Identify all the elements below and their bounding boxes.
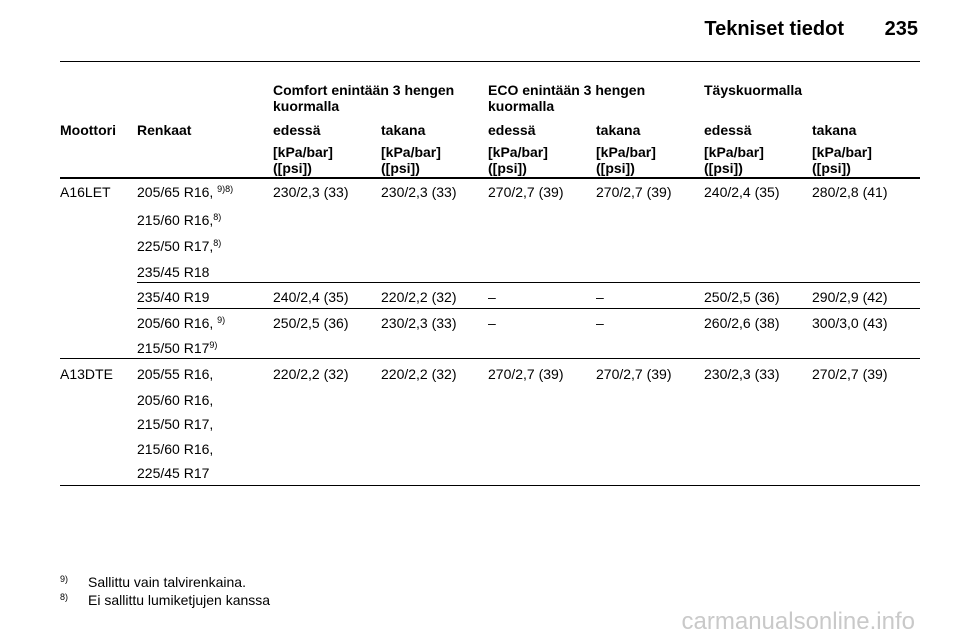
unit-label: [kPa/bar] ([psi]) (381, 144, 441, 176)
tyre-size: 205/65 R16, (137, 184, 218, 200)
tyre-size: 205/60 R16, (137, 392, 214, 408)
row-divider (60, 358, 920, 359)
pressure-cell: 280/2,8 (41) (812, 184, 888, 200)
footnote-ref: 9) (209, 340, 218, 350)
tyre-size: 215/60 R16, (137, 441, 214, 457)
row-divider (137, 308, 920, 309)
col-label-rear: takana (596, 122, 641, 138)
footnote-ref: 9) (217, 315, 226, 325)
unit-label: [kPa/bar] ([psi]) (596, 144, 656, 176)
pressure-cell: 230/2,3 (33) (381, 315, 457, 331)
unit-label: [kPa/bar] ([psi]) (488, 144, 548, 176)
tyre-entry: 205/65 R16, 9)8) (137, 184, 233, 200)
pressure-cell: 270/2,7 (39) (596, 366, 672, 382)
pressure-cell: – (488, 289, 496, 305)
watermark: carmanualsonline.info (681, 608, 915, 635)
tyre-entry: 225/50 R17,8) (137, 238, 221, 254)
col-label-front: edessä (704, 122, 752, 138)
row-divider (137, 282, 920, 283)
col-label-engine: Moottori (60, 122, 116, 138)
footnote-text: Ei sallittu lumiketjujen kanssa (88, 592, 271, 608)
pressure-cell: – (596, 315, 604, 331)
col-label-rear: takana (812, 122, 857, 138)
engine-cell: A16LET (60, 184, 111, 200)
tyre-entry: 205/60 R16, (137, 392, 213, 408)
group-header-comfort-text: Comfort enintään 3 hengen kuormalla (273, 82, 455, 114)
col-label-rear: takana (381, 122, 426, 138)
table-bottom-rule (60, 485, 920, 486)
pressure-cell: 270/2,7 (39) (488, 184, 564, 200)
tyre-size: 215/60 R16, (137, 212, 214, 228)
tyre-entry: 235/40 R19 (137, 289, 209, 305)
pressure-cell: 270/2,7 (39) (596, 184, 672, 200)
col-label-front: edessä (488, 122, 536, 138)
unit-label: [kPa/bar] ([psi]) (704, 144, 764, 176)
pressure-cell: 220/2,2 (32) (381, 289, 457, 305)
pressure-cell: 220/2,2 (32) (273, 366, 349, 382)
footnote: 9) Sallittu vain talvirenkaina. (60, 571, 246, 590)
pressure-cell: 240/2,4 (35) (273, 289, 349, 305)
group-header-comfort: Comfort enintään 3 hengen kuormalla (273, 82, 478, 114)
pressure-cell: 220/2,2 (32) (381, 366, 457, 382)
pressure-cell: 260/2,6 (38) (704, 315, 780, 331)
page-title: Tekniset tiedot (704, 18, 844, 40)
tyre-entry: 205/60 R16, 9) (137, 315, 225, 331)
pressure-cell: – (596, 289, 604, 305)
tyre-entry: 215/60 R16, (137, 441, 213, 457)
tyre-size: 235/40 R19 (137, 289, 210, 305)
pressure-cell: 230/2,3 (33) (273, 184, 349, 200)
unit-label: [kPa/bar] ([psi]) (812, 144, 872, 176)
pressure-cell: 290/2,9 (42) (812, 289, 888, 305)
tyre-entry: 215/60 R16,8) (137, 212, 221, 228)
tyre-size: 235/45 R18 (137, 264, 210, 280)
pressure-cell: 230/2,3 (33) (381, 184, 457, 200)
tyre-entry: 215/50 R17, (137, 416, 213, 432)
pressure-cell: 270/2,7 (39) (812, 366, 888, 382)
group-header-eco: ECO enintään 3 hengen kuormalla (488, 82, 678, 114)
tyre-size: 225/45 R17 (137, 465, 210, 481)
footnote-text: Sallittu vain talvirenkaina. (88, 574, 246, 590)
col-label-tyres: Renkaat (137, 122, 192, 138)
tyre-size: 205/55 R16, (137, 366, 214, 382)
tyre-entry: 225/45 R17 (137, 465, 209, 481)
col-label-front: edessä (273, 122, 321, 138)
pressure-cell: 250/2,5 (36) (704, 289, 780, 305)
tyre-size: 205/60 R16, (137, 315, 218, 331)
footnote-ref: 9)8) (217, 184, 234, 194)
engine-cell: A13DTE (60, 366, 113, 382)
group-header-eco-text: ECO enintään 3 hengen kuormalla (488, 82, 646, 114)
page-number: 235 (884, 18, 918, 40)
unit-label: [kPa/bar] ([psi]) (273, 144, 333, 176)
pressure-cell: 300/3,0 (43) (812, 315, 888, 331)
tyre-entry: 215/50 R179) (137, 340, 217, 356)
pressure-cell: – (488, 315, 496, 331)
tyre-size: 215/50 R17 (137, 340, 210, 356)
top-rule (60, 61, 920, 62)
tyre-size: 215/50 R17, (137, 416, 214, 432)
footnote: 8) Ei sallittu lumiketjujen kanssa (60, 589, 270, 608)
footnote-number: 8) (60, 592, 69, 602)
footnote-ref: 8) (213, 238, 222, 248)
footnote-ref: 8) (213, 212, 222, 222)
tyre-entry: 205/55 R16, (137, 366, 213, 382)
tyre-size: 225/50 R17, (137, 238, 214, 254)
pressure-cell: 240/2,4 (35) (704, 184, 780, 200)
header-rule (60, 177, 920, 179)
pressure-cell: 230/2,3 (33) (704, 366, 780, 382)
pressure-cell: 250/2,5 (36) (273, 315, 349, 331)
tyre-entry: 235/45 R18 (137, 264, 209, 280)
footnote-number: 9) (60, 574, 69, 584)
pressure-cell: 270/2,7 (39) (488, 366, 564, 382)
group-header-full-load: Täyskuormalla (704, 82, 803, 98)
